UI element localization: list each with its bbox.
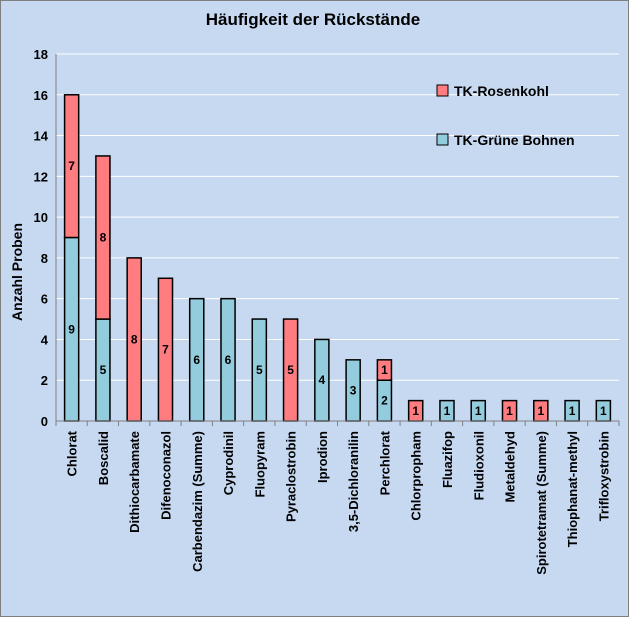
x-tick-labels: Chlorat Boscalid Dithiocarbamate Difenocona… (65, 430, 612, 574)
y-tick-label: 16 (34, 88, 48, 103)
y-tick-label: 14 (34, 129, 49, 144)
data-label: 1 (475, 404, 482, 418)
legend-swatch (436, 84, 449, 97)
bar-segment (63, 94, 80, 239)
x-tick-label: Pyraclostrobin (284, 431, 299, 522)
data-label: 2 (381, 394, 388, 408)
legend-label: TK-Rosenkohl (454, 83, 549, 99)
y-tick-label: 18 (34, 47, 48, 62)
x-tick-label: Fludioxonil (471, 431, 486, 500)
legend-label: TK-Grüne Bohnen (454, 132, 575, 148)
data-label: 7 (162, 343, 169, 357)
y-tick-label: 2 (41, 373, 48, 388)
y-tick-labels: 0 2 4 6 8 10 12 14 16 18 (34, 47, 49, 429)
x-tick-label: Dithiocarbamate (127, 431, 142, 533)
bars: 9 7 5 8 8 7 6 6 5 5 4 3 2 1 1 1 1 1 1 1 1 (63, 94, 612, 422)
y-tick-label: 6 (41, 292, 48, 307)
x-tick-label: Perchlorat (377, 430, 392, 495)
data-label: 9 (68, 322, 75, 336)
legend-swatch (436, 133, 449, 146)
y-tick-label: 0 (41, 414, 48, 429)
x-tick-label: 3,5-Dichloranilin (346, 431, 361, 532)
data-label: 1 (569, 404, 576, 418)
y-tick-label: 12 (34, 169, 48, 184)
x-tick-label: Difenoconazol (158, 431, 173, 520)
y-axis-label: Anzahl Proben (9, 223, 25, 321)
plot-area (56, 54, 619, 421)
data-label: 3 (350, 383, 357, 397)
x-tick-label: Fluazifop (440, 431, 455, 488)
bar-segment (95, 155, 111, 320)
x-tick-label: Iprodion (315, 431, 330, 483)
data-label: 4 (319, 373, 326, 387)
x-tick-label: Thiophanat-methyl (565, 431, 580, 547)
y-tick-label: 8 (41, 251, 48, 266)
axes (55, 54, 620, 426)
data-label: 1 (506, 404, 513, 418)
x-tick-label: Fluopyram (252, 431, 267, 497)
x-tick-label: Chlorpropham (409, 431, 424, 521)
data-label: 7 (68, 159, 75, 173)
data-label: 6 (193, 353, 200, 367)
x-tick-label: Chlorat (65, 430, 80, 476)
x-tick-label: Spirotetramat (Summe) (534, 431, 549, 575)
data-label: 1 (381, 363, 388, 377)
x-tick-label: Boscalid (96, 431, 111, 485)
chart-title: Häufigkeit der Rückstände (206, 10, 420, 29)
data-label: 5 (100, 363, 107, 377)
x-tick-label: Cyprodinil (221, 431, 236, 495)
data-label: 1 (444, 404, 451, 418)
data-label: 8 (100, 231, 107, 245)
gridlines (56, 53, 619, 422)
legend: TK-Rosenkohl TK-Grüne Bohnen (436, 83, 575, 148)
y-tick-label: 4 (41, 332, 49, 347)
data-label: 1 (412, 404, 419, 418)
y-tick-label: 10 (34, 210, 48, 225)
data-label: 1 (600, 404, 607, 418)
x-tick-label: Trifloxystrobin (596, 431, 611, 521)
data-label: 8 (131, 332, 138, 346)
data-label: 5 (287, 363, 294, 377)
x-tick-label: Carbendazim (Summe) (190, 431, 205, 572)
data-label: 6 (225, 353, 232, 367)
data-label: 1 (537, 404, 544, 418)
data-label: 5 (256, 363, 263, 377)
bar-segment (376, 359, 393, 381)
x-tick-label: Metaldehyd (503, 431, 518, 503)
